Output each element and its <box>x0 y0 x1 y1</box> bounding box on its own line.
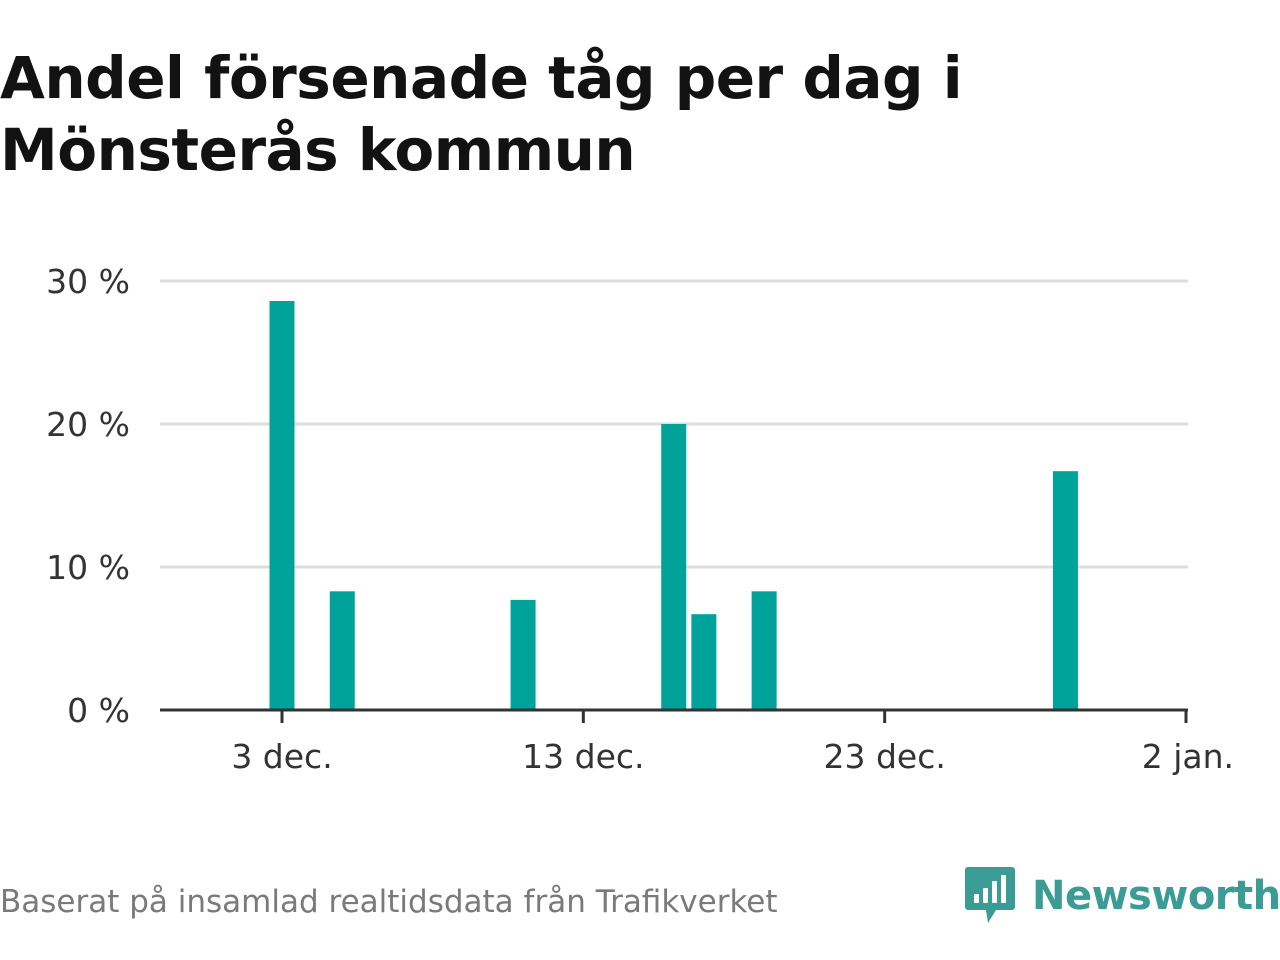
bar <box>329 591 355 710</box>
brand-name: Newsworthy <box>1032 873 1280 919</box>
y-tick-label: 20 % <box>46 405 130 444</box>
x-tick-label: 13 dec. <box>522 737 644 776</box>
source-note: Baserat på insamlad realtidsdata från Tr… <box>0 884 778 920</box>
bar <box>1052 471 1078 710</box>
x-tick-label: 3 dec. <box>231 737 332 776</box>
bar <box>269 301 295 710</box>
bar <box>661 424 687 710</box>
x-axis <box>160 708 1188 723</box>
y-tick-label: 30 % <box>46 262 130 301</box>
x-tick-label: 2 jan. <box>1142 737 1234 776</box>
bar <box>510 599 536 710</box>
bar <box>751 591 777 710</box>
chart-title: Andel försenade tåg per dag i Mönsterås … <box>0 44 963 184</box>
bar <box>691 614 717 710</box>
x-axis-labels: 3 dec. 13 dec. 23 dec. 2 jan. <box>231 737 1234 776</box>
y-tick-label: 10 % <box>46 548 130 587</box>
brand: Newsworthy <box>964 864 1280 928</box>
y-tick-label: 0 % <box>67 691 130 730</box>
x-tick-label: 23 dec. <box>823 737 945 776</box>
newsworthy-logo-icon <box>965 867 1015 923</box>
bars <box>269 301 1078 710</box>
y-axis-labels: 0 % 10 % 20 % 30 % <box>46 262 130 730</box>
